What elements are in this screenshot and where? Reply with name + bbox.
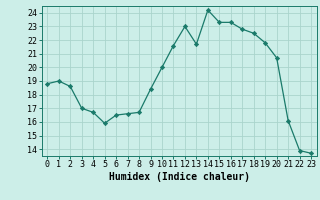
X-axis label: Humidex (Indice chaleur): Humidex (Indice chaleur) xyxy=(109,172,250,182)
